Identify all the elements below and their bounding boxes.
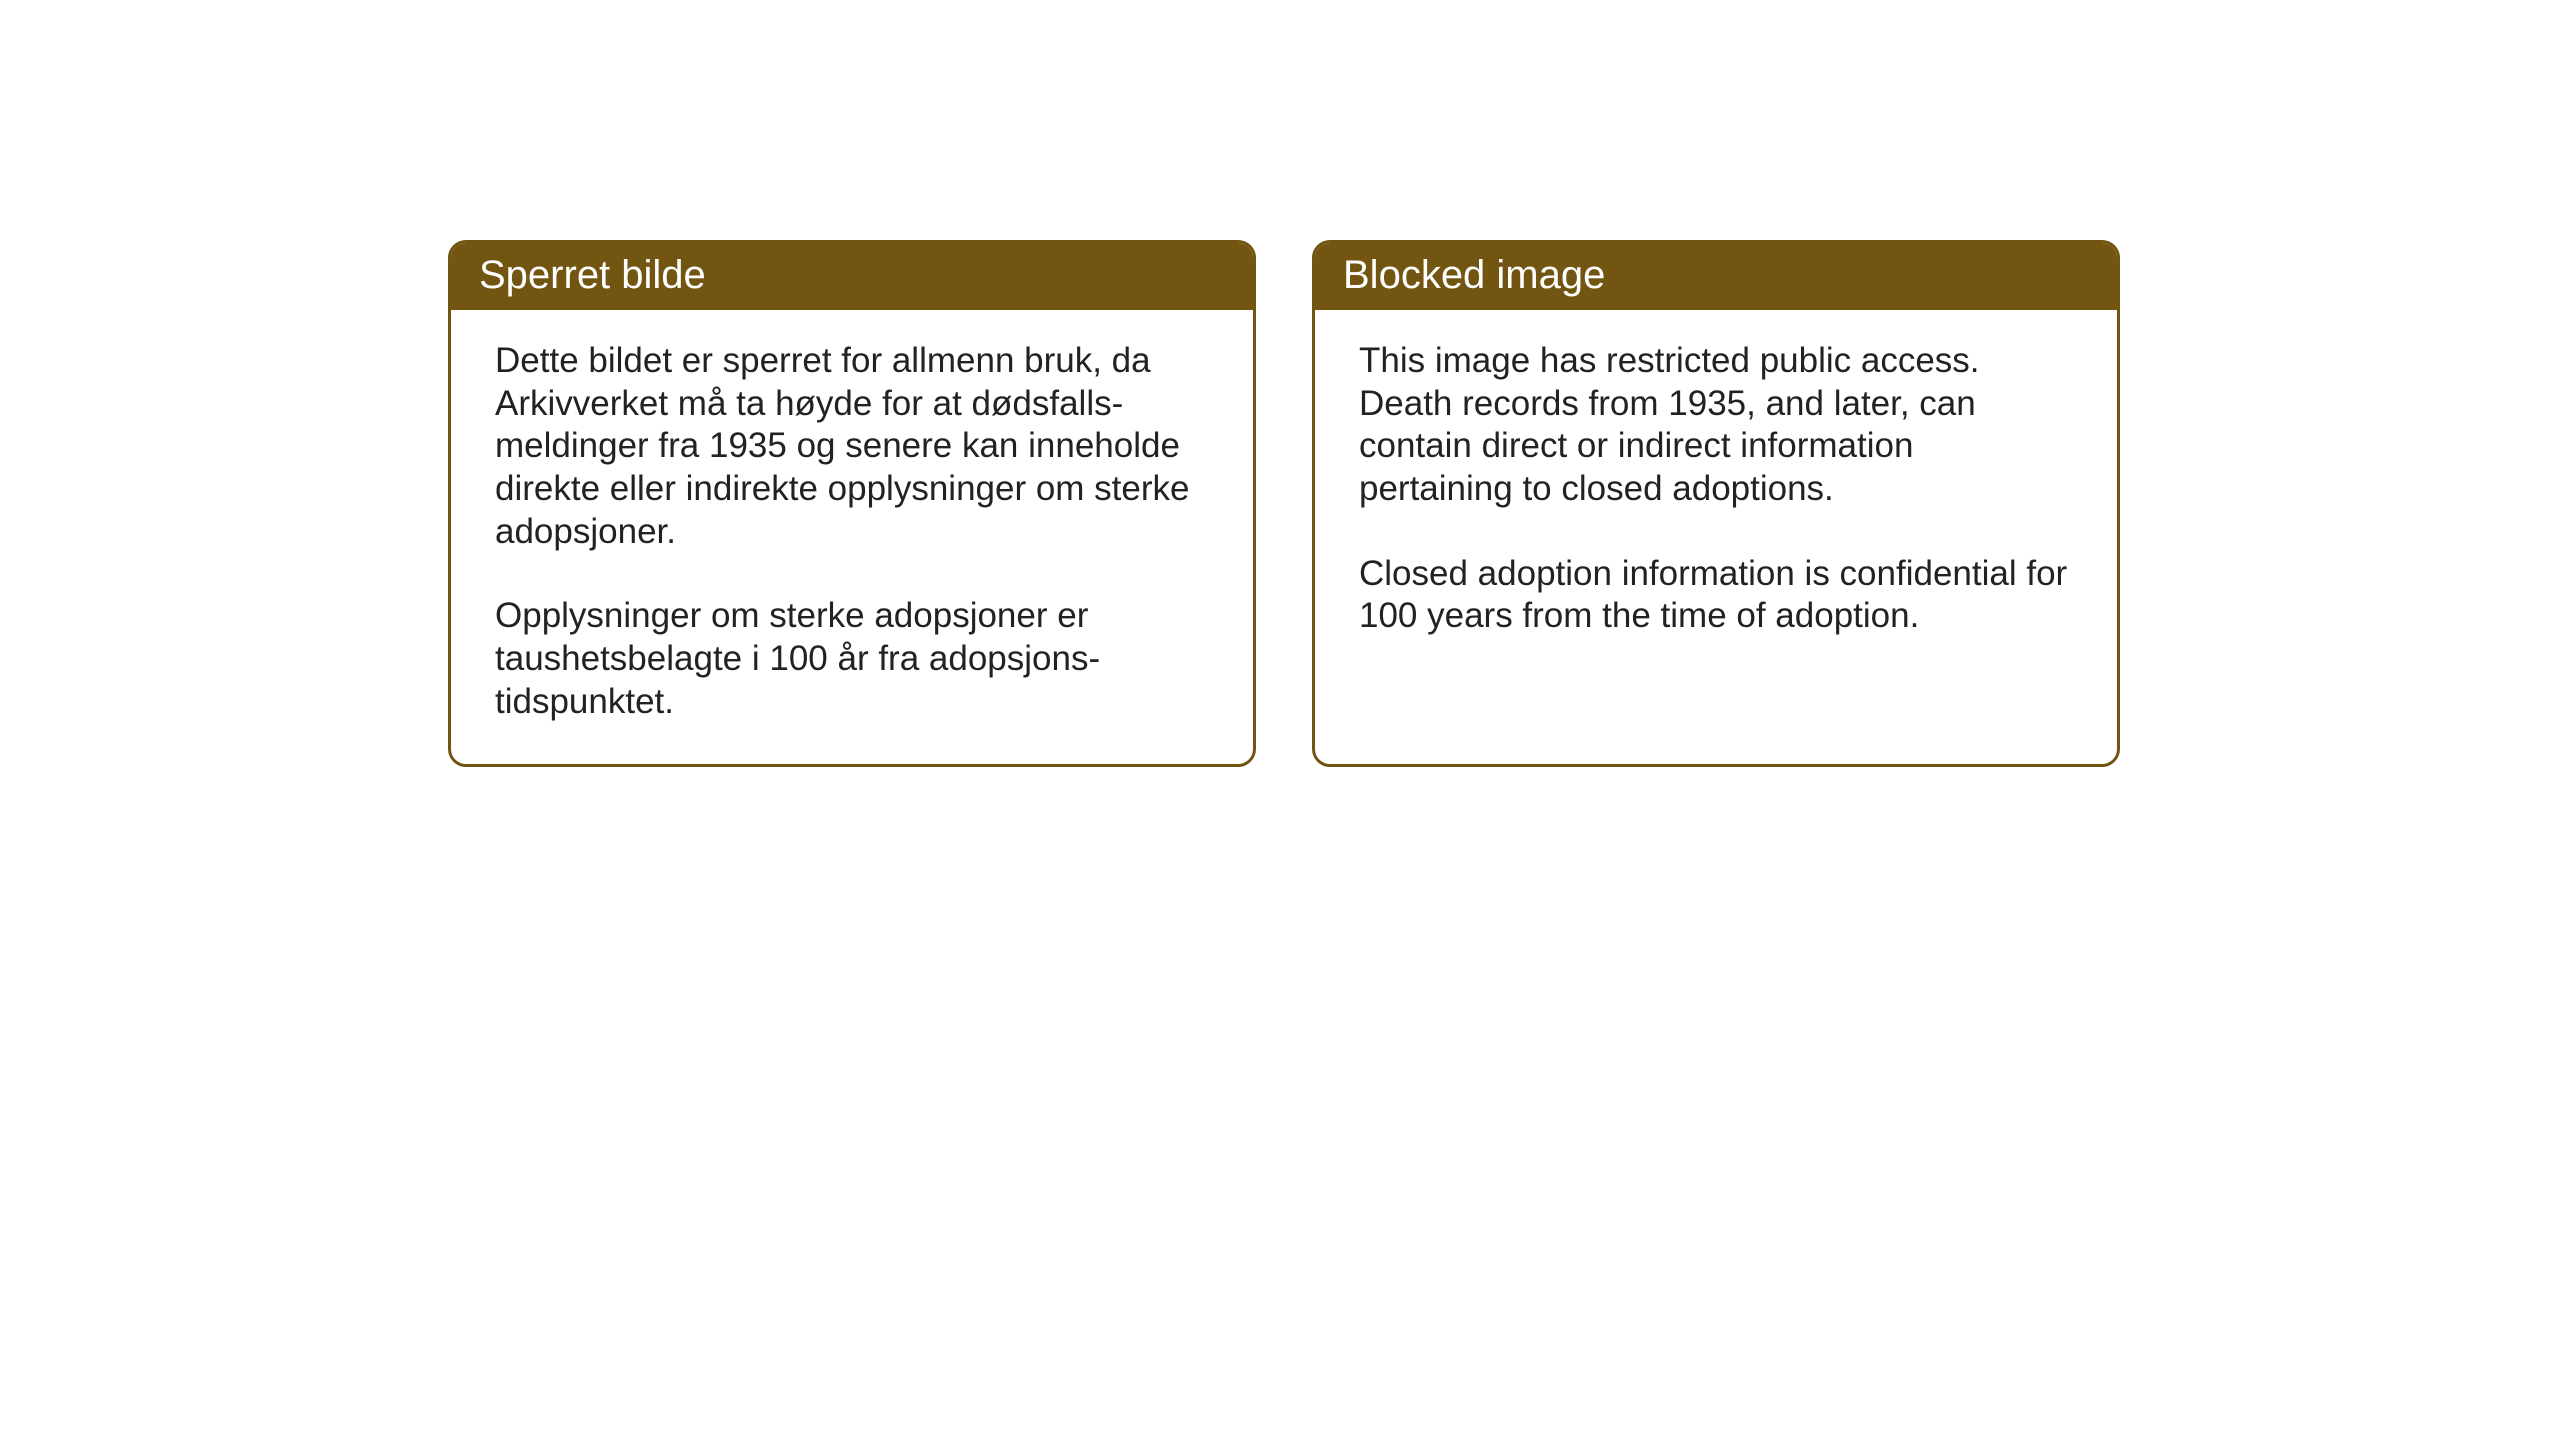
card-paragraph-1-en: This image has restricted public access.… bbox=[1359, 340, 2073, 511]
notice-container: Sperret bilde Dette bildet er sperret fo… bbox=[448, 240, 2120, 767]
card-header-en: Blocked image bbox=[1315, 243, 2117, 310]
notice-card-norwegian: Sperret bilde Dette bildet er sperret fo… bbox=[448, 240, 1256, 767]
notice-card-english: Blocked image This image has restricted … bbox=[1312, 240, 2120, 767]
card-header-no: Sperret bilde bbox=[451, 243, 1253, 310]
card-body-en: This image has restricted public access.… bbox=[1315, 310, 2117, 760]
card-body-no: Dette bildet er sperret for allmenn bruk… bbox=[451, 310, 1253, 764]
card-paragraph-2-no: Opplysninger om sterke adopsjoner er tau… bbox=[495, 595, 1209, 723]
card-paragraph-2-en: Closed adoption information is confident… bbox=[1359, 553, 2073, 638]
card-paragraph-1-no: Dette bildet er sperret for allmenn bruk… bbox=[495, 340, 1209, 553]
